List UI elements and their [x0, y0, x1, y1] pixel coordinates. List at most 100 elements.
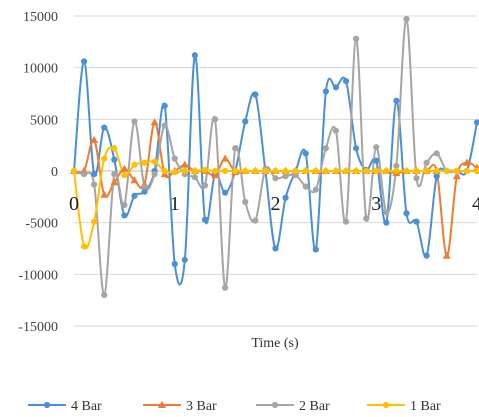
legend-label: 1 Bar [410, 399, 441, 414]
data-point-1-bar [262, 168, 268, 174]
data-point-2-bar [91, 181, 97, 187]
y-tick-label: 0 [51, 165, 58, 180]
data-point-2-bar [303, 183, 309, 189]
data-point-2-bar [152, 171, 158, 177]
data-point-1-bar [232, 168, 238, 174]
data-point-4-bar [403, 210, 409, 216]
data-point-1-bar [424, 168, 430, 174]
data-point-4-bar [121, 212, 127, 218]
data-point-1-bar [252, 168, 258, 174]
x-tick-label: 3 [371, 193, 381, 215]
data-point-2-bar [383, 209, 389, 215]
y-axis-ticks: 15000 10000 5000 0 -5000 -10000 -15000 [18, 10, 58, 335]
legend-label: 3 Bar [186, 399, 217, 414]
data-point-1-bar [172, 169, 178, 175]
data-point-1-bar [323, 168, 329, 174]
data-point-1-bar [393, 168, 399, 174]
data-point-4-bar [343, 78, 349, 84]
data-point-1-bar [212, 168, 218, 174]
data-point-2-bar [81, 171, 87, 177]
data-point-2-bar [373, 144, 379, 150]
data-point-1-bar [242, 168, 248, 174]
data-point-2-bar [434, 150, 440, 156]
data-point-4-bar [303, 150, 309, 156]
data-point-4-bar [182, 257, 188, 263]
data-point-1-bar [141, 160, 147, 166]
data-point-2-bar [222, 285, 228, 291]
data-point-1-bar [91, 219, 97, 225]
data-point-2-bar [413, 175, 419, 181]
data-point-2-bar [333, 128, 339, 134]
data-point-3-bar [443, 252, 451, 259]
data-point-4-bar [373, 158, 379, 164]
data-point-2-bar [232, 145, 238, 151]
data-point-2-bar [212, 116, 218, 122]
data-point-4-bar [413, 219, 419, 225]
data-point-4-bar [101, 125, 107, 131]
data-point-4-bar [383, 220, 389, 226]
data-point-4-bar [202, 216, 208, 222]
data-point-4-bar [91, 171, 97, 177]
data-point-4-bar [323, 88, 329, 94]
data-point-1-bar [313, 168, 319, 174]
data-point-1-bar [383, 168, 389, 174]
data-point-1-bar [333, 168, 339, 174]
data-point-2-bar [242, 199, 248, 205]
data-point-1-bar [434, 168, 440, 174]
data-point-1-bar [182, 168, 188, 174]
data-point-3-bar [181, 161, 189, 168]
data-point-4-bar [474, 119, 479, 125]
data-point-4-bar [353, 145, 359, 151]
data-point-2-bar [131, 118, 137, 124]
legend-swatch-marker [272, 402, 278, 408]
data-point-1-bar [222, 168, 228, 174]
data-point-1-bar [111, 145, 117, 151]
x-tick-label: 4 [472, 193, 479, 215]
data-point-2-bar [172, 156, 178, 162]
data-point-4-bar [393, 98, 399, 104]
data-point-2-bar [323, 145, 329, 151]
data-point-4-bar [81, 58, 87, 64]
data-point-1-bar [272, 168, 278, 174]
data-point-4-bar [111, 157, 117, 163]
y-tick-label: -5000 [25, 217, 58, 232]
legend-item-3-bar: 3 Bar [143, 399, 217, 414]
data-point-1-bar [353, 168, 359, 174]
data-point-1-bar [343, 168, 349, 174]
x-tick-label: 2 [271, 193, 281, 215]
data-point-1-bar [101, 156, 107, 162]
data-point-4-bar [172, 261, 178, 267]
y-tick-label: 15000 [23, 10, 58, 25]
legend-item-4-bar: 4 Bar [28, 399, 102, 414]
x-tick-label: 1 [170, 193, 180, 215]
data-point-3-bar [221, 154, 229, 161]
data-point-4-bar [222, 190, 228, 196]
data-point-4-bar [313, 246, 319, 252]
data-point-1-bar [131, 162, 137, 168]
data-point-1-bar [121, 172, 127, 178]
data-point-2-bar [252, 218, 258, 224]
series-line-3-bar [74, 122, 477, 255]
data-point-4-bar [282, 195, 288, 201]
data-point-4-bar [242, 118, 248, 124]
data-point-1-bar [192, 168, 198, 174]
data-point-3-bar [100, 191, 108, 198]
data-point-1-bar [162, 168, 168, 174]
data-point-1-bar [464, 168, 470, 174]
data-point-2-bar [272, 175, 278, 181]
data-point-2-bar [162, 122, 168, 128]
data-point-1-bar [373, 168, 379, 174]
legend-label: 4 Bar [71, 399, 102, 414]
data-point-4-bar [272, 245, 278, 251]
series-markers-4-bar [71, 52, 479, 267]
data-point-2-bar [111, 171, 117, 177]
data-point-1-bar [202, 167, 208, 173]
data-point-4-bar [162, 103, 168, 109]
y-tick-label: -15000 [18, 320, 58, 335]
legend-swatch-marker [44, 402, 50, 408]
data-point-1-bar [293, 168, 299, 174]
data-point-1-bar [152, 159, 158, 165]
data-point-2-bar [141, 183, 147, 189]
data-point-2-bar [363, 215, 369, 221]
